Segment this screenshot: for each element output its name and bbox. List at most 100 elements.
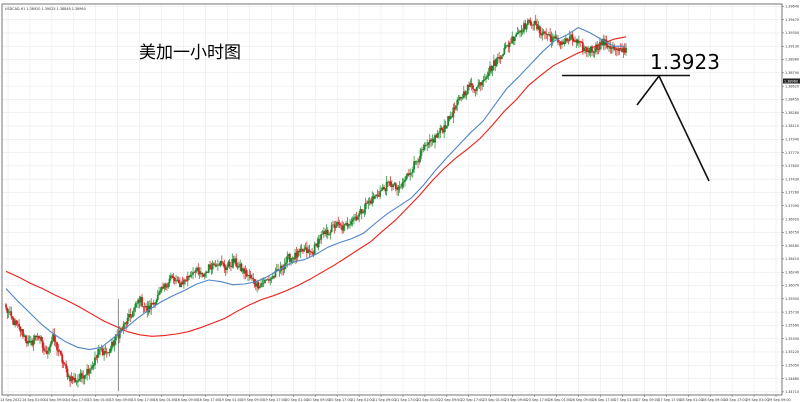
plot-frame [1,3,783,396]
candle-body [606,45,609,48]
candle-body [364,202,367,210]
candle-body [413,161,416,170]
candle-body [317,239,320,248]
candle-body [148,305,151,310]
x-tick-label: 16 Sep 17:00 [197,398,220,402]
candle-body [418,159,421,163]
candle-body [460,97,463,99]
candle-body [87,369,90,374]
candle-body [430,139,433,142]
candle-body [564,38,567,42]
candle-body [285,262,287,265]
candle-body [6,307,9,313]
candle-body [252,277,255,280]
candle-body [114,334,117,341]
candle-body [270,278,273,280]
candle-body [121,328,124,330]
candle-body [542,31,545,34]
candle-body [129,314,132,317]
candle-body [489,66,491,73]
candle-body [292,258,295,260]
candle-body [163,284,166,289]
x-tick-label: 23 Sep 17:00 [527,398,550,402]
candle-body [414,161,417,163]
x-tick-label: 28 Sep 17:00 [724,398,747,402]
candle-body [339,224,342,226]
candle-body [206,271,209,273]
x-tick-label: 20 Sep 09:00 [307,398,330,402]
candle-body [94,357,96,366]
x-tick-label: 21 Sep 17:00 [395,398,418,402]
candle-body [244,270,247,274]
candle-body [95,357,98,359]
candle-body [537,25,540,30]
candle-body [432,139,435,143]
candle-body [562,41,565,44]
candle-body [49,344,52,348]
candle-body [213,263,215,265]
candle-body [249,274,252,279]
candle-body [375,194,378,196]
candle-body [449,116,452,120]
y-tick-label: 1.36580 [785,244,799,248]
candle-body [239,263,242,266]
candle-body [222,262,225,264]
candle-body [44,350,47,352]
candle-body [175,280,177,282]
candle-body [209,264,211,268]
candle-body [150,302,153,310]
candle-body [172,276,175,279]
candle-body [227,261,230,267]
candle-body [457,99,460,100]
candle-body [88,369,91,374]
candle-body [524,23,527,30]
candle-body [169,275,172,279]
candle-body [199,272,202,275]
candle-body [349,224,351,226]
candle-body [108,352,111,353]
x-tick-label: 23 Sep 09:00 [505,398,528,402]
candle-body [545,33,548,35]
candle-body [455,105,457,110]
candle-body [304,247,307,249]
candle-body [411,169,414,173]
candle-body [353,217,355,220]
candle-body [41,340,44,348]
y-tick-label: 1.34710 [785,390,799,394]
candle-body [188,275,191,278]
candle-body [67,376,70,378]
y-tick-label: 1.36070 [785,284,799,288]
candle-body [604,39,606,46]
candle-body [407,173,410,176]
candle-body [381,186,384,191]
candle-body [16,323,19,325]
candle-body [447,116,450,126]
candle-body [142,306,145,307]
candle-body [507,45,510,48]
candle-body [312,252,315,255]
candle-body [300,248,303,250]
candle-body [354,216,357,218]
candle-body [499,57,502,60]
candle-body [33,335,36,341]
candle-body [525,24,528,30]
candle-body [529,20,532,25]
candle-body [404,179,406,182]
candle-body [171,275,174,277]
candle-body [262,282,265,284]
candle-body [600,42,603,46]
candle-body [196,267,198,271]
candle-body [358,213,361,217]
candle-body [561,41,563,45]
candle-body [128,314,130,318]
candle-body [388,181,391,183]
x-tick-label: 28 Sep 01:00 [680,398,703,402]
candle-body [613,46,616,50]
candle-body [453,107,456,110]
drawn-annotation [562,74,710,182]
candle-body [384,188,387,192]
candle-body [241,268,244,272]
candle-body [617,50,620,51]
candle-body [22,329,24,337]
